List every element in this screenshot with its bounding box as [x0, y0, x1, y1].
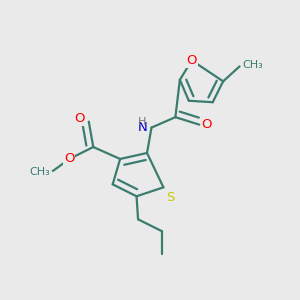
Text: methyl: methyl [50, 170, 55, 171]
Text: H: H [138, 117, 147, 127]
Text: S: S [167, 191, 175, 204]
Text: O: O [202, 118, 212, 131]
Text: O: O [75, 112, 85, 125]
Text: N: N [138, 121, 148, 134]
Text: O: O [187, 54, 197, 67]
Text: CH₃: CH₃ [30, 167, 51, 177]
Text: CH₃: CH₃ [242, 60, 263, 70]
Text: O: O [64, 152, 75, 166]
